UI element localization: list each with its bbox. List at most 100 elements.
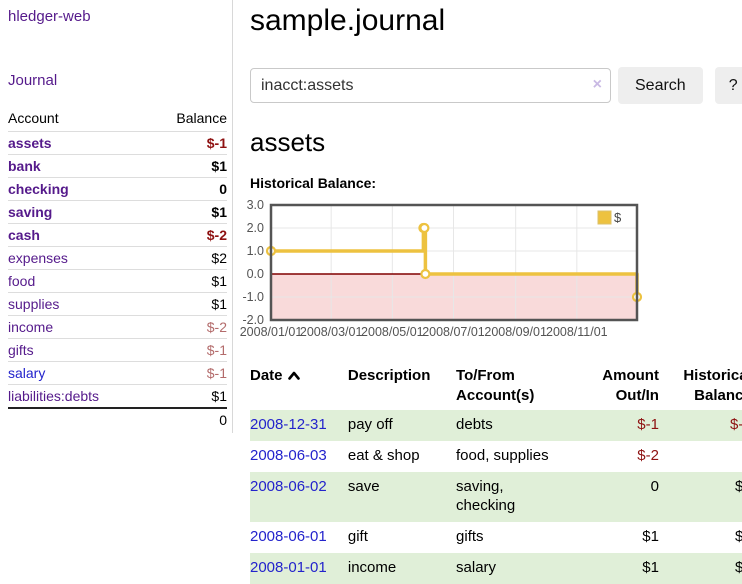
sidebar: hledger-web Journal Account Balance asse…: [0, 0, 233, 433]
transaction-date-link[interactable]: 2008-06-03: [250, 447, 327, 464]
account-row: supplies$1: [8, 293, 227, 316]
transaction-amount: $1: [574, 553, 658, 584]
account-row: saving $1: [8, 201, 227, 224]
search-input[interactable]: [250, 68, 611, 103]
account-row: liabilities:debts $1: [8, 385, 227, 409]
x-tick-label: 2008/01/01: [240, 325, 303, 339]
app-title-link[interactable]: hledger-web: [8, 8, 227, 25]
x-tick-label: 2008/09/01: [484, 325, 547, 339]
sidebar-account-link-bank[interactable]: bank: [8, 158, 41, 174]
accounts-total-spacer: [8, 408, 149, 431]
account-balance: $2: [149, 247, 227, 270]
account-balance: $-1: [149, 362, 227, 385]
transaction-balance: $2: [659, 472, 742, 523]
account-row: expenses $2: [8, 247, 227, 270]
accounts-header-balance: Balance: [149, 106, 227, 132]
sidebar-account-link-liabilities-debts[interactable]: liabilities:debts: [8, 388, 99, 404]
transaction-description: pay off: [348, 410, 456, 441]
table-row: 2008-06-02savesaving, checking0$2: [250, 472, 742, 523]
register-header-amount: Amount Out/In: [574, 365, 658, 410]
transaction-balance: $-1: [659, 410, 742, 441]
account-balance: $1: [149, 155, 227, 178]
register-header-date[interactable]: Date: [250, 365, 348, 410]
y-tick-label: 0.0: [247, 267, 264, 281]
transaction-accounts: food, supplies: [456, 441, 574, 472]
transaction-amount: $-1: [574, 410, 658, 441]
search-box: ×: [250, 68, 611, 103]
account-row: bank $1: [8, 155, 227, 178]
y-tick-label: 2.0: [247, 221, 264, 235]
transaction-accounts: saving, checking: [456, 472, 574, 523]
account-balance: $-1: [149, 132, 227, 155]
page: hledger-web Journal Account Balance asse…: [0, 0, 742, 584]
account-balance: 0: [149, 178, 227, 201]
chart-svg: 3.02.01.00.0-1.0-2.02008/01/012008/03/01…: [241, 202, 643, 348]
account-row: assets $-1: [8, 132, 227, 155]
account-heading: assets: [250, 127, 742, 158]
table-row: 2008-06-03eat & shopfood, supplies$-20: [250, 441, 742, 472]
x-tick-label: 2008/03/01: [300, 325, 363, 339]
account-balance: $-2: [149, 224, 227, 247]
account-balance: $1: [149, 270, 227, 293]
account-balance: $1: [149, 385, 227, 409]
transaction-description: save: [348, 472, 456, 523]
register-header-description: Description: [348, 365, 456, 410]
x-tick-label: 2008/05/01: [361, 325, 424, 339]
page-title: sample.journal: [250, 4, 742, 38]
transaction-accounts: gifts: [456, 522, 574, 553]
search-button[interactable]: Search: [618, 67, 703, 104]
accounts-header-account: Account: [8, 106, 149, 132]
historical-balance-chart: 3.02.01.00.0-1.0-2.02008/01/012008/03/01…: [241, 202, 742, 348]
register-header-accounts: To/From Account(s): [456, 365, 574, 410]
transaction-date-link[interactable]: 2008-01-01: [250, 559, 327, 576]
main-content: sample.journal × Search ? assets Histori…: [233, 0, 742, 584]
sort-ascending-icon: [288, 371, 300, 380]
sidebar-item-journal[interactable]: Journal: [8, 72, 227, 89]
sidebar-account-link-income[interactable]: income: [8, 319, 53, 335]
sidebar-account-link-assets[interactable]: assets: [8, 135, 52, 151]
sidebar-account-link-salary[interactable]: salary: [8, 365, 45, 381]
transaction-accounts: salary: [456, 553, 574, 584]
accounts-header-row: Account Balance: [8, 106, 227, 132]
register-header-balance: Historical Balance: [659, 365, 742, 410]
sidebar-account-link-supplies[interactable]: supplies: [8, 296, 59, 312]
accounts-total-value: 0: [149, 408, 227, 431]
y-tick-label: 1.0: [247, 244, 264, 258]
account-row: income $-2: [8, 316, 227, 339]
account-row: food $1: [8, 270, 227, 293]
data-point-marker: [420, 224, 428, 232]
transaction-balance: $2: [659, 522, 742, 553]
accounts-total-row: 0: [8, 408, 227, 431]
sidebar-account-link-cash[interactable]: cash: [8, 227, 40, 243]
x-tick-label: 2008/11/01: [546, 325, 608, 339]
clear-search-icon[interactable]: ×: [593, 76, 602, 94]
sidebar-account-link-expenses[interactable]: expenses: [8, 250, 68, 266]
account-row: cash $-2: [8, 224, 227, 247]
transaction-date-link[interactable]: 2008-12-31: [250, 416, 327, 433]
register-header-date-label: Date: [250, 367, 283, 384]
sidebar-account-link-gifts[interactable]: gifts: [8, 342, 34, 358]
table-row: 2008-12-31pay offdebts$-1$-1: [250, 410, 742, 441]
x-tick-label: 2008/07/01: [422, 325, 485, 339]
chart-title: Historical Balance:: [250, 175, 742, 191]
account-row: gifts $-1: [8, 339, 227, 362]
transaction-date-link[interactable]: 2008-06-01: [250, 528, 327, 545]
search-form: × Search ?: [250, 67, 742, 104]
transaction-description: gift: [348, 522, 456, 553]
account-balance: $-1: [149, 339, 227, 362]
transaction-description: income: [348, 553, 456, 584]
accounts-table: Account Balance assets $-1 bank $1 checking 0…: [8, 106, 227, 431]
y-tick-label: 3.0: [247, 198, 264, 212]
transaction-date-link[interactable]: 2008-06-02: [250, 478, 327, 495]
sidebar-account-link-checking[interactable]: checking: [8, 181, 69, 197]
sidebar-account-link-food[interactable]: food: [8, 273, 35, 289]
sidebar-account-link-saving[interactable]: saving: [8, 204, 52, 220]
account-balance: $1: [149, 201, 227, 224]
help-button[interactable]: ?: [715, 67, 742, 104]
register-header-row: Date Description To/From Account(s) Amou…: [250, 365, 742, 410]
account-balance: $-2: [149, 316, 227, 339]
legend-swatch: [598, 211, 611, 224]
transaction-amount: $1: [574, 522, 658, 553]
transaction-balance: $1: [659, 553, 742, 584]
transaction-description: eat & shop: [348, 441, 456, 472]
